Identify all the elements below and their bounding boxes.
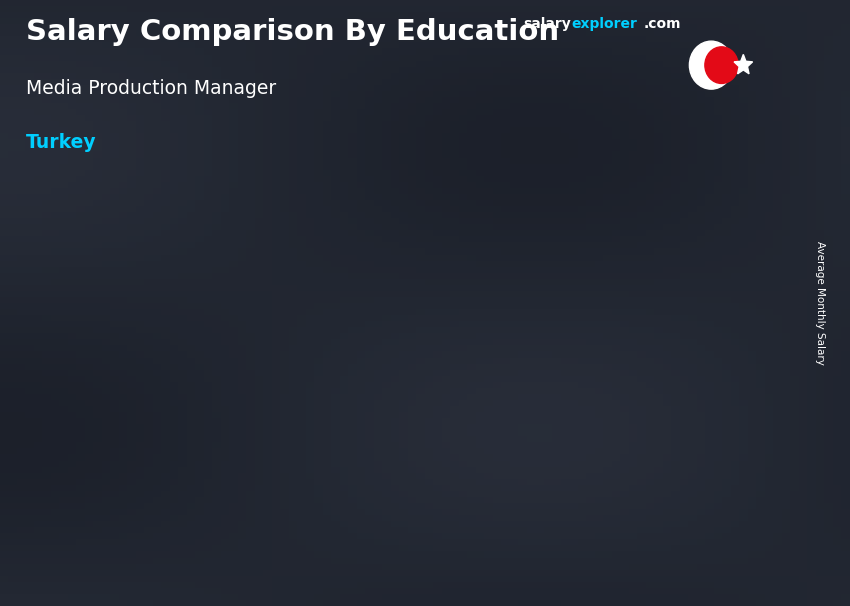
Text: 12,500 TRY: 12,500 TRY [434,271,518,284]
Circle shape [689,41,733,89]
Polygon shape [672,238,850,521]
Polygon shape [506,285,850,521]
Text: Bachelor's
Degree: Bachelor's Degree [432,551,518,583]
Text: Average Monthly Salary: Average Monthly Salary [815,241,825,365]
Polygon shape [734,55,752,74]
Bar [609,242,672,521]
Bar [277,357,286,521]
Text: explorer: explorer [571,17,638,31]
Text: 7,770 TRY: 7,770 TRY [103,359,177,372]
Circle shape [705,47,738,84]
Bar [443,290,452,521]
Bar [609,242,619,521]
Text: .com: .com [643,17,681,31]
Polygon shape [609,238,850,242]
Text: Master's
Degree: Master's Degree [605,551,676,583]
Text: Turkey: Turkey [26,133,96,152]
Text: Media Production Manager: Media Production Manager [26,79,275,98]
Polygon shape [277,353,850,357]
Bar [111,378,174,521]
Bar [277,357,340,521]
Text: +41%: +41% [343,199,406,218]
Text: +21%: +21% [509,162,573,181]
Bar [111,378,121,521]
Polygon shape [174,373,850,521]
Polygon shape [443,285,850,290]
Text: salary: salary [523,17,570,31]
Polygon shape [340,353,850,521]
Bar [443,290,506,521]
Text: Certificate or
Diploma: Certificate or Diploma [254,551,363,583]
Text: 8,870 TRY: 8,870 TRY [269,339,343,351]
Text: Salary Comparison By Education: Salary Comparison By Education [26,18,558,46]
Polygon shape [111,373,850,378]
Text: +14%: +14% [178,284,241,304]
Text: 15,100 TRY: 15,100 TRY [601,223,684,236]
Text: High School: High School [94,551,191,566]
